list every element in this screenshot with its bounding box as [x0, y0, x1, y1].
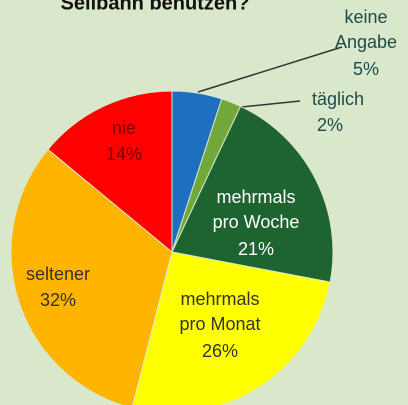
value-label: 26% — [202, 341, 238, 361]
slice-label: seltener — [26, 264, 90, 284]
label-line: pro Monat — [179, 314, 260, 334]
value-label: 32% — [40, 290, 76, 310]
slice-label: mehrmals pro Monat — [179, 289, 260, 334]
pie-slice — [132, 251, 331, 405]
slice-label: täglich — [312, 89, 364, 109]
leader-line — [197, 46, 343, 93]
label-line: mehrmals — [216, 187, 295, 207]
value-label: 2% — [317, 115, 343, 135]
label-line: pro Woche — [213, 212, 300, 232]
pie-slice — [10, 148, 173, 405]
label-line: Angabe — [335, 32, 397, 52]
leader-line — [231, 100, 301, 109]
value-label: 14% — [106, 144, 142, 164]
slice-label: nie — [112, 118, 136, 138]
slice-label: mehrmals pro Woche — [213, 187, 300, 232]
value-label: 21% — [238, 239, 274, 259]
value-label: 5% — [353, 59, 379, 79]
label-line: mehrmals — [180, 289, 259, 309]
label-line: keine — [344, 7, 387, 27]
chart-title: Seilbahn benutzen? — [61, 0, 250, 14]
slice-label: keine Angabe — [335, 7, 397, 52]
pie-slice — [47, 90, 173, 254]
pie-slice — [171, 105, 334, 283]
